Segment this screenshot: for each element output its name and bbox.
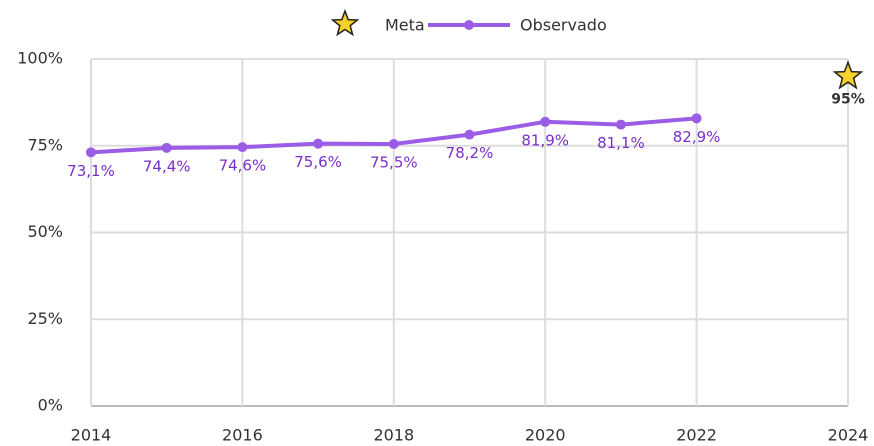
data-point: [388, 139, 399, 150]
y-tick-label: 75%: [27, 135, 63, 154]
data-point: [691, 113, 702, 124]
data-point: [86, 147, 96, 158]
data-label: 78,2%: [446, 144, 494, 162]
x-tick-label: 2014: [71, 426, 112, 445]
data-label: 82,9%: [673, 128, 721, 146]
x-tick-label: 2020: [525, 426, 566, 445]
data-point: [540, 116, 551, 127]
data-point: [464, 129, 475, 140]
data-label: 73,1%: [67, 162, 115, 180]
legend-symbol: [330, 8, 360, 37]
y-tick-label: 50%: [27, 222, 63, 241]
data-point: [615, 119, 626, 130]
y-tick-label: 100%: [17, 49, 63, 68]
x-tick-label: 2024: [828, 426, 869, 445]
data-label: 74,4%: [143, 157, 191, 175]
goal-marker: [832, 60, 864, 90]
y-tick-label: 25%: [27, 309, 63, 328]
data-point: [313, 138, 324, 149]
data-label: 81,1%: [597, 134, 645, 152]
data-label: 75,6%: [294, 153, 342, 171]
data-label: 95%: [831, 91, 865, 107]
x-tick-label: 2022: [676, 426, 717, 445]
data-label: 75,5%: [370, 154, 418, 172]
data-label: 74,6%: [219, 157, 267, 175]
x-tick-label: 2016: [222, 426, 263, 445]
y-tick-label: 0%: [38, 396, 63, 415]
x-tick-label: 2018: [373, 426, 414, 445]
legend-label: Meta: [385, 16, 425, 35]
legend-label: Observado: [520, 16, 607, 35]
data-label: 81,9%: [521, 131, 569, 149]
data-point: [161, 142, 172, 153]
data-point: [237, 142, 248, 153]
legend-symbol: [464, 20, 474, 30]
